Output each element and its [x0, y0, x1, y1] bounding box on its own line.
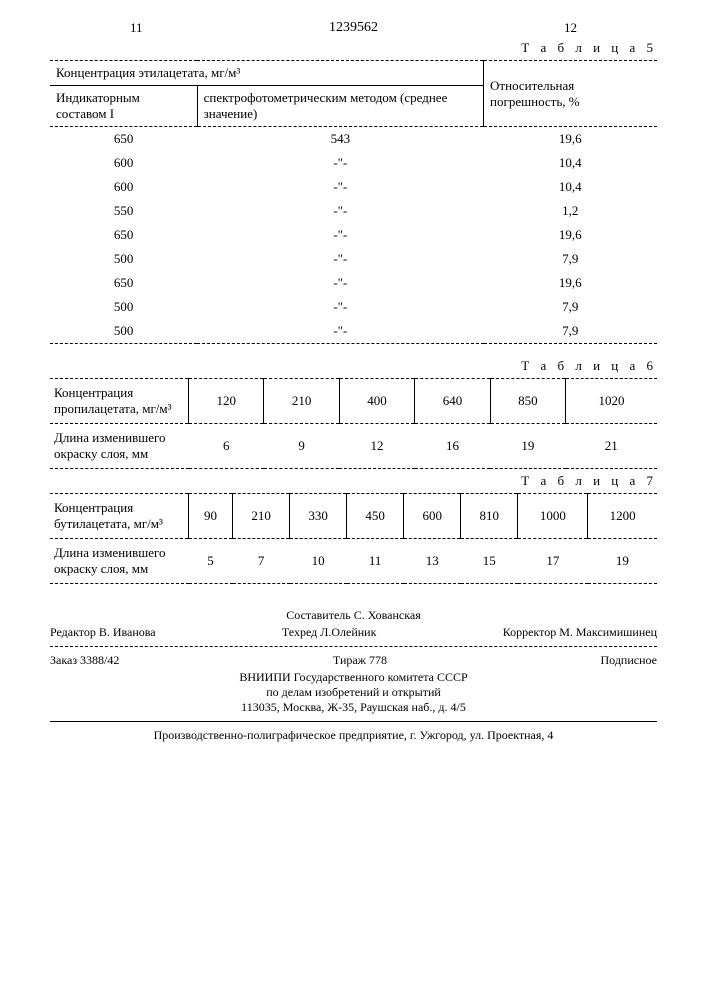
- table5-header-col1: Индикаторным составом I: [50, 86, 197, 127]
- table-row: 650-"-19,6: [50, 223, 657, 247]
- footer-addr: 113035, Москва, Ж-35, Раушская наб., д. …: [50, 700, 657, 715]
- table6-row2-label: Длина изменившего окраску слоя, мм: [50, 424, 189, 469]
- footer-org1: ВНИИПИ Государственного комитета СССР: [50, 670, 657, 685]
- table7-label: Т а б л и ц а 7: [50, 473, 657, 489]
- footer-editor: Редактор В. Иванова: [50, 625, 156, 640]
- table-row: Длина изменившего окраску слоя, мм 6 9 1…: [50, 424, 657, 469]
- table5-header-col2: спектрофотометрическим методом (среднее …: [197, 86, 483, 127]
- table5: Концентрация этилацетата, мг/м³ Относите…: [50, 60, 657, 344]
- table-row: 500-"-7,9: [50, 295, 657, 319]
- footer-corrector: Корректор М. Максимишинец: [503, 625, 657, 640]
- table7: Концентрация бутилацетата, мг/м³ 90 210 …: [50, 493, 657, 584]
- footer-subscription: Подписное: [601, 653, 658, 668]
- table5-label: Т а б л и ц а 5: [50, 40, 657, 56]
- table6-label: Т а б л и ц а 6: [50, 358, 657, 374]
- table-row: 650-"-19,6: [50, 271, 657, 295]
- footer-techred: Техред Л.Олейник: [282, 625, 377, 640]
- page-left: 11: [130, 20, 143, 36]
- table5-header-error: Относительная погрешность, %: [484, 61, 657, 127]
- footer-order: Заказ 3388/42: [50, 653, 119, 668]
- footer: Составитель С. Хованская Редактор В. Ива…: [50, 608, 657, 743]
- page-right: 12: [564, 20, 577, 36]
- footer-org2: по делам изобретений и открытий: [50, 685, 657, 700]
- table-row: 600-"-10,4: [50, 151, 657, 175]
- footer-tirage: Тираж 778: [333, 653, 387, 668]
- table6: Концентрация пропилацетата, мг/м³ 120 21…: [50, 378, 657, 469]
- table-row: 550-"-1,2: [50, 199, 657, 223]
- table-row: Концентрация бутилацетата, мг/м³ 90 210 …: [50, 494, 657, 539]
- table-row: 500-"-7,9: [50, 247, 657, 271]
- table7-row2-label: Длина изменившего окраску слоя, мм: [50, 539, 189, 584]
- table-row: 65054319,6: [50, 127, 657, 152]
- table-row: Длина изменившего окраску слоя, мм 5 7 1…: [50, 539, 657, 584]
- footer-printer: Производственно-полиграфическое предприя…: [50, 728, 657, 743]
- table-row: 600-"-10,4: [50, 175, 657, 199]
- table-row: 500-"-7,9: [50, 319, 657, 344]
- table7-row1-label: Концентрация бутилацетата, мг/м³: [50, 494, 189, 539]
- footer-compiler: Составитель С. Хованская: [50, 608, 657, 623]
- table6-row1-label: Концентрация пропилацетата, мг/м³: [50, 379, 189, 424]
- table5-header-group: Концентрация этилацетата, мг/м³: [50, 61, 484, 86]
- table-row: Концентрация пропилацетата, мг/м³ 120 21…: [50, 379, 657, 424]
